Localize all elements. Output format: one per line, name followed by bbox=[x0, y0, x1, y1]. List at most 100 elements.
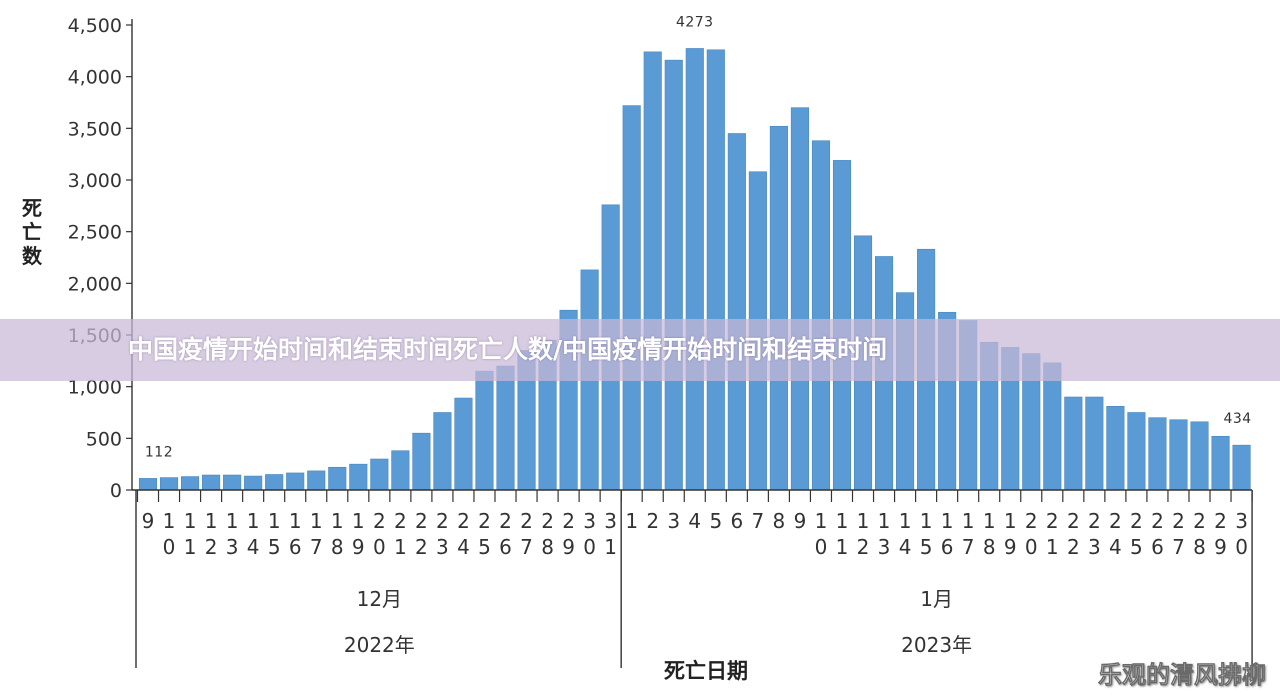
y-tick-label: 1,000 bbox=[68, 377, 122, 399]
bar bbox=[790, 107, 809, 491]
bar bbox=[223, 474, 242, 491]
x-tick-label: 7 bbox=[752, 509, 765, 533]
x-axis: 9 1 01 11 21 31 41 51 61 71 81 92 02 12 22 32 42 52 62 72 82… bbox=[132, 489, 1253, 668]
x-tick-label: 9 bbox=[142, 509, 155, 533]
bar-data-label: 4273 bbox=[676, 14, 714, 30]
bar bbox=[1064, 396, 1083, 491]
x-tick-label: 9 bbox=[794, 509, 807, 533]
bar bbox=[1148, 417, 1167, 491]
bar-data-label: 112 bbox=[145, 444, 173, 460]
bar bbox=[159, 477, 179, 491]
x-tick-label: 6 bbox=[730, 509, 743, 533]
bar bbox=[454, 397, 473, 491]
bar bbox=[433, 412, 452, 491]
bar bbox=[1232, 444, 1251, 491]
bar bbox=[202, 474, 221, 491]
bar bbox=[391, 450, 410, 491]
bars bbox=[138, 48, 1251, 491]
bar bbox=[622, 105, 641, 491]
year-label: 2022年 bbox=[344, 633, 415, 657]
x-tick-label: 1 bbox=[625, 509, 638, 533]
x-tick-label: 3 bbox=[667, 509, 680, 533]
y-tick-label: 2,000 bbox=[68, 273, 122, 295]
y-tick-label: 0 bbox=[110, 480, 122, 502]
bar-annotations: 112 4273 434 bbox=[145, 14, 1251, 460]
y-axis-label: 死亡数 bbox=[22, 196, 43, 268]
bar bbox=[1190, 421, 1209, 491]
bar bbox=[244, 475, 263, 491]
bar bbox=[412, 432, 431, 491]
bar bbox=[664, 59, 683, 491]
y-tick-label: 4,000 bbox=[68, 67, 122, 89]
bar bbox=[475, 370, 494, 491]
y-tick-label: 500 bbox=[86, 428, 122, 450]
bar bbox=[769, 125, 788, 491]
bar bbox=[643, 51, 662, 491]
x-axis-label: 死亡日期 bbox=[664, 659, 748, 683]
bar bbox=[706, 49, 725, 491]
bar bbox=[181, 476, 200, 491]
bar bbox=[265, 474, 284, 491]
x-tick-label: 5 bbox=[709, 509, 722, 533]
bar bbox=[370, 458, 389, 491]
month-label: 1月 bbox=[920, 587, 953, 611]
x-tick-label: 4 bbox=[688, 509, 701, 533]
bar bbox=[727, 133, 746, 491]
bar bbox=[1043, 362, 1062, 491]
watermark: 乐观的清风拂柳 bbox=[1098, 661, 1267, 690]
title-banner: 中国疫情开始时间和结束时间死亡人数/中国疫情开始时间和结束时间 bbox=[0, 319, 1280, 381]
y-tick-label: 3,000 bbox=[68, 170, 122, 192]
y-tick-label: 2,500 bbox=[68, 222, 122, 244]
y-tick-label: 4,500 bbox=[68, 15, 122, 37]
bar bbox=[811, 140, 831, 491]
bar bbox=[349, 463, 368, 491]
bar bbox=[328, 466, 347, 491]
x-tick-label: 2 bbox=[646, 509, 659, 533]
y-axis: 05001,0001,5002,0002,5003,0003,5004,0004… bbox=[68, 15, 133, 502]
bar bbox=[1211, 435, 1230, 491]
bar bbox=[1127, 412, 1146, 491]
y-tick-label: 3,500 bbox=[68, 118, 122, 140]
bar bbox=[1085, 396, 1104, 491]
bar bbox=[286, 472, 305, 491]
